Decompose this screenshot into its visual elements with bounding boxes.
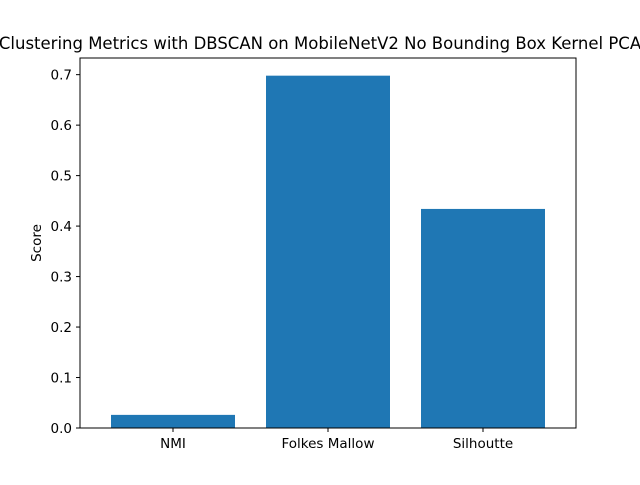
bars-layer bbox=[111, 75, 545, 429]
x-axis: NMI Folkes Mallow Silhoutte bbox=[160, 428, 513, 452]
chart-title: Clustering Metrics with DBSCAN on Mobile… bbox=[0, 34, 640, 53]
y-tick-label: 0.2 bbox=[51, 320, 72, 336]
plot-frame bbox=[79, 57, 577, 429]
y-axis: 0.0 0.1 0.2 0.3 0.4 0.5 0.6 0.7 bbox=[51, 68, 80, 437]
bar-silhoutte bbox=[421, 208, 545, 428]
y-tick-label: 0.4 bbox=[51, 219, 72, 235]
y-axis-label: Score bbox=[29, 224, 45, 262]
y-tick-label: 0.0 bbox=[51, 421, 72, 437]
y-tick-label: 0.5 bbox=[51, 169, 72, 185]
bar-nmi bbox=[111, 414, 235, 428]
bar-folkes-mallow bbox=[266, 75, 390, 429]
x-tick-label: Silhoutte bbox=[453, 436, 513, 452]
x-tick-label: NMI bbox=[160, 436, 186, 452]
x-tick-label: Folkes Mallow bbox=[282, 436, 375, 452]
y-tick-label: 0.3 bbox=[51, 270, 72, 286]
y-tick-label: 0.1 bbox=[51, 371, 72, 387]
y-tick-label: 0.6 bbox=[51, 118, 72, 134]
y-tick-label: 0.7 bbox=[51, 68, 72, 84]
